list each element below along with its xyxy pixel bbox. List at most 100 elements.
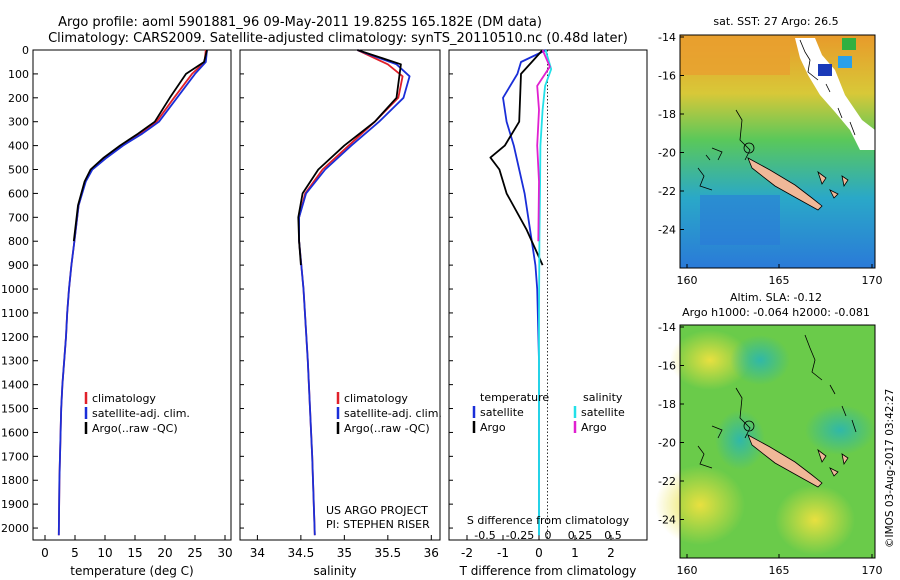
x-tick-label: 34 — [250, 546, 265, 560]
depth-tick-label: 2000 — [1, 522, 29, 535]
sst-map-title: sat. SST: 27 Argo: 26.5 — [713, 15, 838, 28]
sst-cloud-mask — [795, 38, 875, 150]
s-tick-label: 0 — [545, 529, 552, 542]
series-salinity-argo — [536, 49, 551, 242]
lat-tick-label: -20 — [658, 147, 676, 160]
sal-legend-climatology-label: climatology — [344, 392, 408, 405]
project-credit: US ARGO PROJECT — [326, 504, 428, 517]
sst-map-axes: -14 -16 -18 -20 -22 -24 160 165 170 — [658, 31, 882, 287]
series-climatology — [57, 49, 207, 536]
vanuatu-islands — [799, 39, 856, 136]
depth-tick-label: 1600 — [1, 426, 29, 439]
sst-cool-patch — [700, 195, 780, 245]
argo-location-marker-2 — [743, 420, 755, 432]
x-tick-label: 0 — [41, 546, 49, 560]
temperature-legend: climatology satellite-adj. clim. Argo(..… — [84, 392, 190, 435]
depth-tick-label: 700 — [8, 211, 29, 224]
sla-map: Altim. SLA: -0.12 Argo h1000: -0.064 h20… — [655, 291, 883, 577]
sal-legend-satellite-label: satellite-adj. clim. — [344, 407, 442, 420]
temperature-x-label: temperature (deg C) — [70, 564, 193, 578]
salinity-diff-ticks: -0.5 -0.25 0 0.25 0.5 — [474, 529, 621, 542]
pi-credit: PI: STEPHEN RISER — [326, 518, 430, 531]
depth-tick-label: 1800 — [1, 474, 29, 487]
salinity-frame — [239, 49, 441, 541]
depth-tick-label: 1200 — [1, 331, 29, 344]
figure-title: Argo profile: aoml 5901881_96 09-May-201… — [58, 15, 542, 30]
sla-high-south — [655, 465, 745, 545]
temperature-frame — [32, 49, 232, 541]
lat-tick-label: -14 — [658, 321, 676, 334]
sst-map: sat. SST: 27 Argo: 26.5 -14-16-18-20-22-… — [658, 15, 882, 287]
x-tick-label: 2 — [607, 546, 615, 560]
sla-low-north — [730, 335, 790, 385]
depth-tick-label: 1100 — [1, 307, 29, 320]
depth-tick-label: 1000 — [1, 283, 29, 296]
x-tick-label: 30 — [217, 546, 232, 560]
depth-tick-label: 500 — [8, 164, 29, 177]
depth-tick-label: 200 — [8, 92, 29, 105]
depth-tick-label: 1300 — [1, 355, 29, 368]
series-argo-raw-qc- — [297, 49, 402, 266]
x-tick-label: 20 — [157, 546, 172, 560]
salinity-legend: climatology satellite-adj. clim. Argo(..… — [336, 392, 442, 435]
lon-tick-label: 160 — [677, 274, 698, 287]
sal-legend-argo-label: Argo(..raw -QC) — [344, 422, 430, 435]
sst-blue-cell — [838, 56, 852, 68]
lon-tick-label: 170 — [862, 274, 883, 287]
x-tick-label: 36 — [424, 546, 439, 560]
salinity-panel: 34 34.5 35 35.5 36 salinity climatology sate… — [239, 49, 442, 578]
salinity-x-label: salinity — [313, 564, 356, 578]
s-tick-label: -0.25 — [506, 529, 534, 542]
lat-tick-label: -24 — [658, 514, 676, 527]
series-temperature-argo — [489, 49, 544, 266]
lat-tick-label: -20 — [658, 437, 676, 450]
legend-temperature-title: temperature — [480, 391, 549, 404]
temperature-x-axis: 0 5 10 15 20 25 30 — [41, 535, 233, 560]
lat-tick-label: -22 — [658, 185, 676, 198]
diff-legend-temp-argo-label: Argo — [480, 421, 506, 434]
difference-panel: -2 -1 0 1 2 S difference from climatology -0… — [448, 49, 648, 578]
sla-map-subtitle: Argo h1000: -0.064 h2000: -0.081 — [682, 306, 870, 319]
sla-low-central — [715, 410, 765, 470]
lon-tick-label: 165 — [769, 564, 790, 577]
x-tick-label: 1 — [571, 546, 579, 560]
depth-tick-label: 1500 — [1, 403, 29, 416]
series-satellite-adj-clim- — [57, 49, 208, 536]
x-tick-label: 5 — [71, 546, 79, 560]
temperature-panel: 0100200300400500600700800900100011001200… — [1, 44, 453, 578]
x-tick-label: -2 — [461, 546, 473, 560]
lat-tick-label: -22 — [658, 475, 676, 488]
x-tick-label: 10 — [97, 546, 112, 560]
legend-climatology-label: climatology — [92, 392, 156, 405]
salinity-series — [297, 49, 411, 536]
lat-tick-label: -14 — [658, 31, 676, 44]
depth-tick-label: 600 — [8, 187, 29, 200]
lat-tick-label: -16 — [658, 360, 676, 373]
depth-tick-label: 1700 — [1, 450, 29, 463]
sla-map-axes: -14 -16 -18 -20 -22 -24 160 165 170 — [658, 321, 882, 577]
argo-location-marker — [743, 142, 755, 154]
x-tick-label: 35.5 — [374, 546, 401, 560]
sla-map-frame — [679, 324, 876, 559]
temperature-series — [57, 49, 208, 536]
diff-legend-temp-satellite-label: satellite — [480, 406, 524, 419]
new-caledonia-outline — [747, 157, 823, 211]
legend-satellite-label: satellite-adj. clim. — [92, 407, 190, 420]
imos-timestamp: ©IMOS 03-Aug-2017 03:42:27 — [884, 389, 896, 548]
x-tick-label: 35 — [337, 546, 352, 560]
depth-tick-label: 900 — [8, 259, 29, 272]
lon-tick-label: 170 — [862, 564, 883, 577]
depth-tick-label: 800 — [8, 235, 29, 248]
x-tick-label: 34.5 — [288, 546, 315, 560]
difference-frame — [448, 49, 648, 541]
sst-map-frame — [679, 34, 876, 269]
depth-tick-label: 0 — [22, 44, 29, 57]
s-tick-label: 0.5 — [604, 529, 622, 542]
depth-tick-label: 100 — [8, 68, 29, 81]
diff-legend-sal-argo-label: Argo — [581, 421, 607, 434]
sla-high-north — [670, 330, 750, 390]
x-tick-label: -1 — [497, 546, 509, 560]
x-tick-label: 25 — [187, 546, 202, 560]
salinity-x-axis: 34 34.5 35 35.5 36 — [250, 535, 439, 560]
